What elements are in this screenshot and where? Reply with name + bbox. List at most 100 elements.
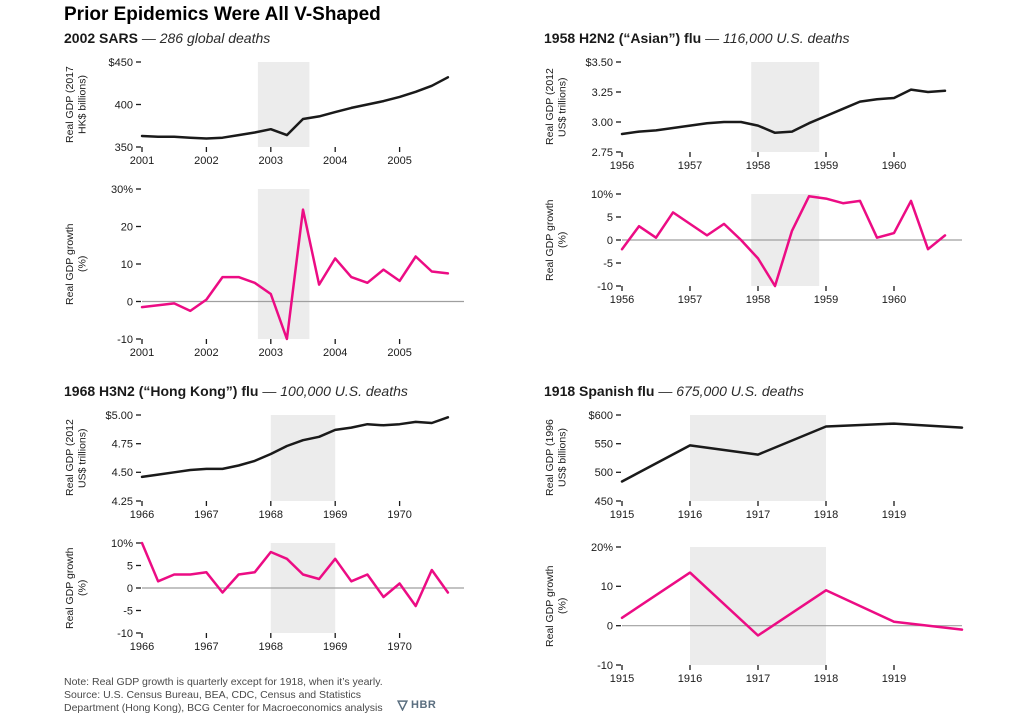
svg-text:1956: 1956 [610,294,634,306]
hbr-logo-text: HBR [411,699,437,711]
hbr-logo: HBR [397,699,436,711]
sars-gdp-chart: $450 400 350 2001 2002 2003 2004 2005 [98,54,474,169]
svg-text:$600: $600 [589,410,613,422]
sars-gdp-row: Real GDP (2017 HK$ billions) $450 400 350 2… [64,54,474,169]
sars-growth-y-axis-label: Real GDP growth (%) [64,223,89,305]
svg-text:350: 350 [115,142,133,154]
svg-text:4.75: 4.75 [112,439,133,451]
svg-text:20: 20 [121,221,133,233]
source-line-2: Department (Hong Kong), BCG Center for M… [64,702,383,714]
h2n2-gdp-y-axis-label: Real GDP (2012 US$ trillions) [544,68,569,146]
svg-text:1918: 1918 [814,509,838,521]
h2n2-gdp-row: Real GDP (2012 US$ trillions) $3.50 3.25 3… [544,54,972,174]
h3n2-gdp-y-axis-label: Real GDP (2012 US$ trillions) [64,419,89,497]
svg-text:1916: 1916 [678,673,702,685]
svg-text:5: 5 [607,212,613,224]
svg-text:1916: 1916 [678,509,702,521]
svg-text:1956: 1956 [610,160,634,172]
svg-text:1915: 1915 [610,673,634,685]
footer: Note: Real GDP growth is quarterly excep… [64,676,383,715]
h3n2-growth-row: Real GDP growth (%) 10% 5 0 -5 -10 1966 1967 19… [64,535,474,655]
svg-text:1958: 1958 [746,294,770,306]
svg-text:2002: 2002 [194,155,218,167]
svg-text:2005: 2005 [387,347,411,359]
svg-text:1917: 1917 [746,673,770,685]
svg-text:550: 550 [595,439,613,451]
svg-text:1968: 1968 [259,509,283,521]
svg-text:2001: 2001 [130,155,154,167]
svg-text:5: 5 [127,560,133,572]
panel-subtitle-bold: 1918 Spanish flu [544,383,655,399]
spanish-growth-y-axis-label: Real GDP growth (%) [544,565,569,647]
panel-1958-h2n2: 1958 H2N2 (“Asian”) flu — 116,000 U.S. d… [544,30,972,308]
svg-text:1917: 1917 [746,509,770,521]
svg-text:10: 10 [121,259,133,271]
svg-text:1959: 1959 [814,160,838,172]
panel-subtitle: 2002 SARS — 286 global deaths [64,30,474,46]
svg-text:10: 10 [601,581,613,593]
panel-subtitle-note: — 116,000 U.S. deaths [705,30,850,46]
svg-text:1957: 1957 [678,160,702,172]
svg-text:$3.50: $3.50 [585,57,613,69]
panel-subtitle-bold: 1958 H2N2 (“Asian”) flu [544,30,702,46]
svg-text:-10: -10 [117,334,133,346]
spanish-gdp-chart: $600 550 500 450 1915 1916 1917 1918 1919 [578,407,972,523]
svg-text:1919: 1919 [882,509,906,521]
svg-text:1966: 1966 [130,641,154,653]
svg-text:2003: 2003 [259,155,283,167]
svg-text:2004: 2004 [323,347,347,359]
svg-text:20%: 20% [591,542,613,554]
svg-text:450: 450 [595,496,613,508]
spanish-gdp-row: Real GDP (1996 US$ billions) $600 550 500 4… [544,407,972,523]
svg-text:-10: -10 [597,660,613,672]
h3n2-growth-chart: 10% 5 0 -5 -10 1966 1967 1968 1969 1970 [98,535,474,655]
svg-text:4.50: 4.50 [112,467,133,479]
svg-text:-10: -10 [117,628,133,640]
panel-subtitle: 1958 H2N2 (“Asian”) flu — 116,000 U.S. d… [544,30,972,46]
svg-text:10%: 10% [111,538,133,550]
source-line-1: Source: U.S. Census Bureau, BEA, CDC, Ce… [64,689,362,701]
h2n2-growth-chart: 10% 5 0 -5 -10 1956 1957 1958 1959 1960 [578,186,972,308]
sars-gdp-y-axis-label: Real GDP (2017 HK$ billions) [64,66,89,143]
h2n2-growth-row: Real GDP growth (%) 10% 5 0 -5 -10 1956 1957 19… [544,186,972,308]
spanish-growth-chart: 20% 10 0 -10 1915 1916 1917 1918 1919 [578,539,972,687]
svg-text:2002: 2002 [194,347,218,359]
svg-text:$450: $450 [109,57,133,69]
svg-text:1957: 1957 [678,294,702,306]
svg-text:3.25: 3.25 [592,87,613,99]
svg-text:1915: 1915 [610,509,634,521]
figure-title: Prior Epidemics Were All V-Shaped [64,4,381,25]
sars-growth-row: Real GDP growth (%) 30% 20 10 0 -10 2001 2002 2… [64,181,474,361]
panel-subtitle-note: — 100,000 U.S. deaths [262,383,408,399]
svg-text:400: 400 [115,99,133,111]
svg-text:30%: 30% [111,184,133,196]
panel-2002-sars: 2002 SARS — 286 global deaths Real GDP (… [64,30,474,361]
svg-text:500: 500 [595,467,613,479]
panel-1968-h3n2: 1968 H3N2 (“Hong Kong”) flu — 100,000 U.… [64,383,474,655]
svg-text:-5: -5 [123,605,133,617]
svg-text:$5.00: $5.00 [105,410,133,422]
svg-text:2003: 2003 [259,347,283,359]
panel-subtitle-note: — 675,000 U.S. deaths [658,383,804,399]
svg-text:-10: -10 [597,281,613,293]
h3n2-growth-y-axis-label: Real GDP growth (%) [64,547,89,629]
h2n2-growth-y-axis-label: Real GDP growth (%) [544,199,569,281]
footnote: Note: Real GDP growth is quarterly excep… [64,676,383,688]
svg-text:2001: 2001 [130,347,154,359]
sars-growth-chart: 30% 20 10 0 -10 2001 2002 2003 2004 2005 [98,181,474,361]
svg-text:0: 0 [607,621,613,633]
svg-text:1960: 1960 [882,160,906,172]
panel-subtitle: 1968 H3N2 (“Hong Kong”) flu — 100,000 U.… [64,383,474,399]
panel-subtitle-bold: 2002 SARS [64,30,138,46]
svg-text:1969: 1969 [323,509,347,521]
svg-text:2005: 2005 [387,155,411,167]
svg-text:4.25: 4.25 [112,496,133,508]
svg-text:0: 0 [127,296,133,308]
svg-text:1968: 1968 [259,641,283,653]
svg-text:1967: 1967 [194,509,218,521]
svg-text:1966: 1966 [130,509,154,521]
svg-text:1970: 1970 [387,509,411,521]
svg-text:2004: 2004 [323,155,347,167]
h2n2-gdp-chart: $3.50 3.25 3.00 2.75 1956 1957 1958 1959 1960 [578,54,972,174]
